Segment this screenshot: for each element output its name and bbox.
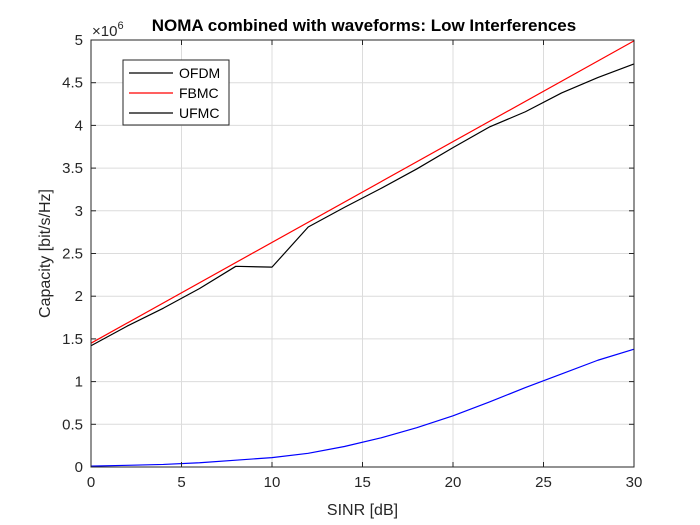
y-axis-exponent-power: 6 xyxy=(117,20,123,32)
y-tick-label: 1.5 xyxy=(62,331,83,348)
y-tick-label: 2 xyxy=(75,288,83,305)
y-tick-label: 0 xyxy=(75,459,83,476)
y-tick-label: 4.5 xyxy=(62,75,83,92)
y-tick-label: 3 xyxy=(75,203,83,220)
series-line-ofdm xyxy=(90,63,635,347)
y-axis-exponent: ×106 xyxy=(92,20,124,40)
chart-title: NOMA combined with waveforms: Low Interf… xyxy=(152,16,576,35)
x-tick-label: 30 xyxy=(626,474,643,491)
x-tick-label: 15 xyxy=(354,474,371,491)
axis-ticks: 0 5 10 15 20 25 30 0 0.5 1 1.5 2 2.5 3 3.5 4 4.5 5 xyxy=(62,32,642,491)
x-tick-label: 10 xyxy=(264,474,281,491)
y-tick-label: 4 xyxy=(75,117,83,134)
y-axis-label: Capacity [bit/s/Hz] xyxy=(37,189,54,318)
y-tick-label: 2.5 xyxy=(62,246,83,263)
legend-label-fbmc: FBMC xyxy=(179,85,219,101)
x-tick-label: 0 xyxy=(87,474,95,491)
y-axis-exponent-base: ×10 xyxy=(92,23,117,40)
legend-label-ufmc: UFMC xyxy=(179,105,219,121)
y-tick-label: 1 xyxy=(75,374,83,391)
x-tick-label: 25 xyxy=(535,474,552,491)
legend-label-ofdm: OFDM xyxy=(179,65,220,81)
x-tick-label: 5 xyxy=(177,474,185,491)
y-tick-label: 0.5 xyxy=(62,416,83,433)
series-line-fbmc xyxy=(90,40,635,344)
legend: OFDM FBMC UFMC xyxy=(122,59,230,126)
x-axis-label: SINR [dB] xyxy=(327,502,398,519)
y-tick-label: 3.5 xyxy=(62,160,83,177)
x-tick-label: 20 xyxy=(445,474,462,491)
y-tick-label: 5 xyxy=(75,32,83,49)
